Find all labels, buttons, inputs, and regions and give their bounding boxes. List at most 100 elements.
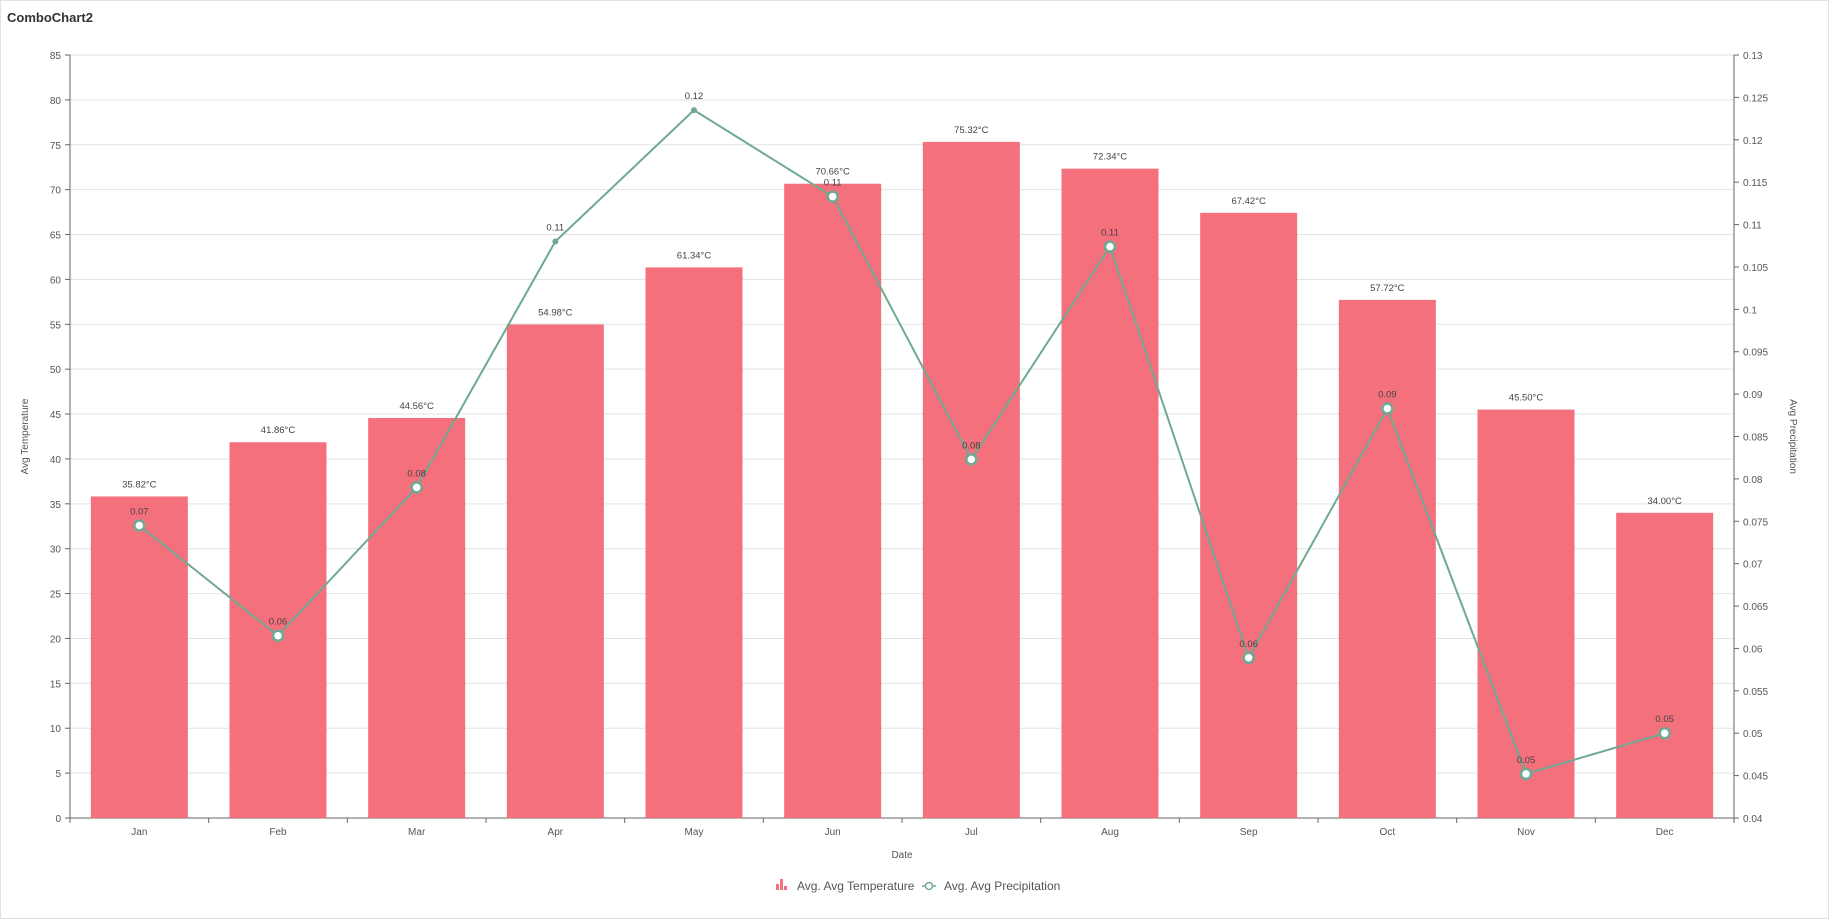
bar-data-label: 44.56°C	[399, 401, 434, 412]
line-data-label: 0.11	[824, 178, 842, 189]
y-tick-label: 65	[50, 231, 62, 242]
y2-axis-title: Avg Precipitation	[1787, 399, 1798, 474]
x-tick-label: May	[685, 827, 704, 838]
y2-tick-label: 0.075	[1743, 517, 1768, 528]
x-axis-title: Date	[891, 850, 913, 861]
x-tick-label: Oct	[1380, 827, 1396, 838]
x-tick-label: Nov	[1517, 827, 1535, 838]
y2-tick-label: 0.04	[1743, 814, 1763, 825]
line-data-label: 0.08	[962, 440, 981, 451]
x-tick-label: Jan	[131, 827, 147, 838]
line-point	[410, 481, 423, 494]
bar	[1061, 168, 1159, 819]
y-axis-title: Avg Temperature	[20, 398, 31, 474]
line-data-label: 0.07	[130, 507, 149, 518]
legend-bar-icon	[776, 884, 779, 890]
y-tick-label: 55	[50, 320, 62, 331]
y2-tick-label: 0.105	[1743, 263, 1768, 274]
bar	[645, 267, 743, 818]
bar-data-label: 57.72°C	[1370, 283, 1405, 294]
y2-tick-label: 0.11	[1743, 221, 1762, 232]
y2-tick-label: 0.08	[1743, 475, 1763, 486]
legend-label-temperature: Avg. Avg Temperature	[797, 879, 915, 893]
line-point	[1658, 726, 1671, 740]
x-tick-label: Aug	[1101, 827, 1119, 838]
y-tick-label: 60	[50, 275, 62, 286]
y-tick-label: 85	[50, 51, 62, 62]
line-point	[1103, 240, 1117, 253]
line-data-label: 0.11	[1101, 228, 1119, 239]
bar	[90, 496, 188, 818]
line-point	[1381, 402, 1394, 415]
y2-tick-label: 0.065	[1743, 602, 1768, 613]
bar-data-label: 45.50°C	[1509, 393, 1544, 404]
y2-tick-label: 0.045	[1743, 772, 1768, 783]
x-tick-label: Feb	[269, 827, 287, 838]
x-tick-label: Sep	[1240, 827, 1258, 838]
chart-title: ComboChart2	[7, 10, 93, 25]
bar-data-label: 41.86°C	[261, 425, 296, 436]
bar-data-label: 35.82°C	[122, 479, 157, 490]
line-point	[133, 519, 146, 532]
line-data-label: 0.11	[546, 223, 564, 234]
y-tick-label: 45	[50, 410, 62, 421]
y2-tick-label: 0.125	[1743, 93, 1768, 104]
y2-tick-label: 0.09	[1743, 390, 1763, 401]
y2-tick-label: 0.1	[1743, 305, 1757, 316]
line-point	[271, 629, 285, 642]
line-point	[965, 453, 978, 466]
line-data-label: 0.08	[407, 468, 426, 479]
bar	[1616, 512, 1714, 818]
bar-data-label: 72.34°C	[1093, 152, 1128, 163]
y-tick-label: 20	[50, 634, 62, 645]
y2-tick-label: 0.06	[1743, 644, 1763, 655]
y-tick-label: 25	[50, 590, 62, 601]
precipitation-line	[138, 108, 1665, 776]
bar-data-label: 61.34°C	[677, 250, 712, 261]
line-data-label: 0.06	[269, 617, 288, 628]
line-data-label: 0.12	[685, 91, 704, 102]
y2-tick-label: 0.12	[1743, 136, 1763, 147]
bar	[1477, 409, 1575, 818]
bar	[784, 183, 882, 818]
x-tick-label: Mar	[408, 827, 426, 838]
bar	[1338, 299, 1436, 818]
line-point	[1242, 651, 1255, 665]
x-tick-label: Jun	[825, 827, 841, 838]
bar-data-label: 67.42°C	[1231, 196, 1266, 207]
y-tick-label: 30	[50, 545, 62, 556]
bar-data-label: 70.66°C	[815, 167, 850, 178]
legend-line-icon	[924, 881, 934, 891]
x-tick-label: Apr	[548, 827, 564, 838]
y2-tick-label: 0.095	[1743, 348, 1768, 359]
y2-tick-label: 0.115	[1743, 178, 1768, 189]
line-data-label: 0.06	[1239, 639, 1258, 650]
line-point	[691, 107, 697, 114]
y-tick-label: 5	[55, 769, 61, 780]
bar-data-label: 54.98°C	[538, 307, 573, 318]
legend-label-precipitation: Avg. Avg Precipitation	[944, 879, 1060, 893]
line-data-label: 0.09	[1378, 390, 1397, 401]
y-tick-label: 50	[50, 365, 62, 376]
line-point	[1519, 767, 1533, 781]
y-tick-label: 35	[50, 500, 62, 511]
y-tick-label: 15	[50, 679, 62, 690]
bar-data-label: 34.00°C	[1647, 496, 1682, 507]
x-tick-label: Dec	[1656, 827, 1674, 838]
y-tick-label: 70	[50, 186, 62, 197]
y2-tick-label: 0.055	[1743, 687, 1768, 698]
bar	[506, 324, 604, 818]
y-tick-label: 40	[50, 455, 62, 466]
y2-tick-label: 0.13	[1743, 51, 1763, 62]
y-tick-label: 10	[50, 724, 62, 735]
y2-tick-label: 0.05	[1743, 729, 1763, 740]
y-tick-label: 80	[50, 96, 62, 107]
x-tick-label: Jul	[965, 827, 978, 838]
legend-bar-icon	[784, 886, 787, 890]
bar	[922, 141, 1020, 819]
line-data-label: 0.05	[1517, 755, 1536, 766]
line-data-label: 0.05	[1655, 714, 1674, 725]
line-point	[826, 190, 839, 203]
line-point	[552, 238, 559, 245]
